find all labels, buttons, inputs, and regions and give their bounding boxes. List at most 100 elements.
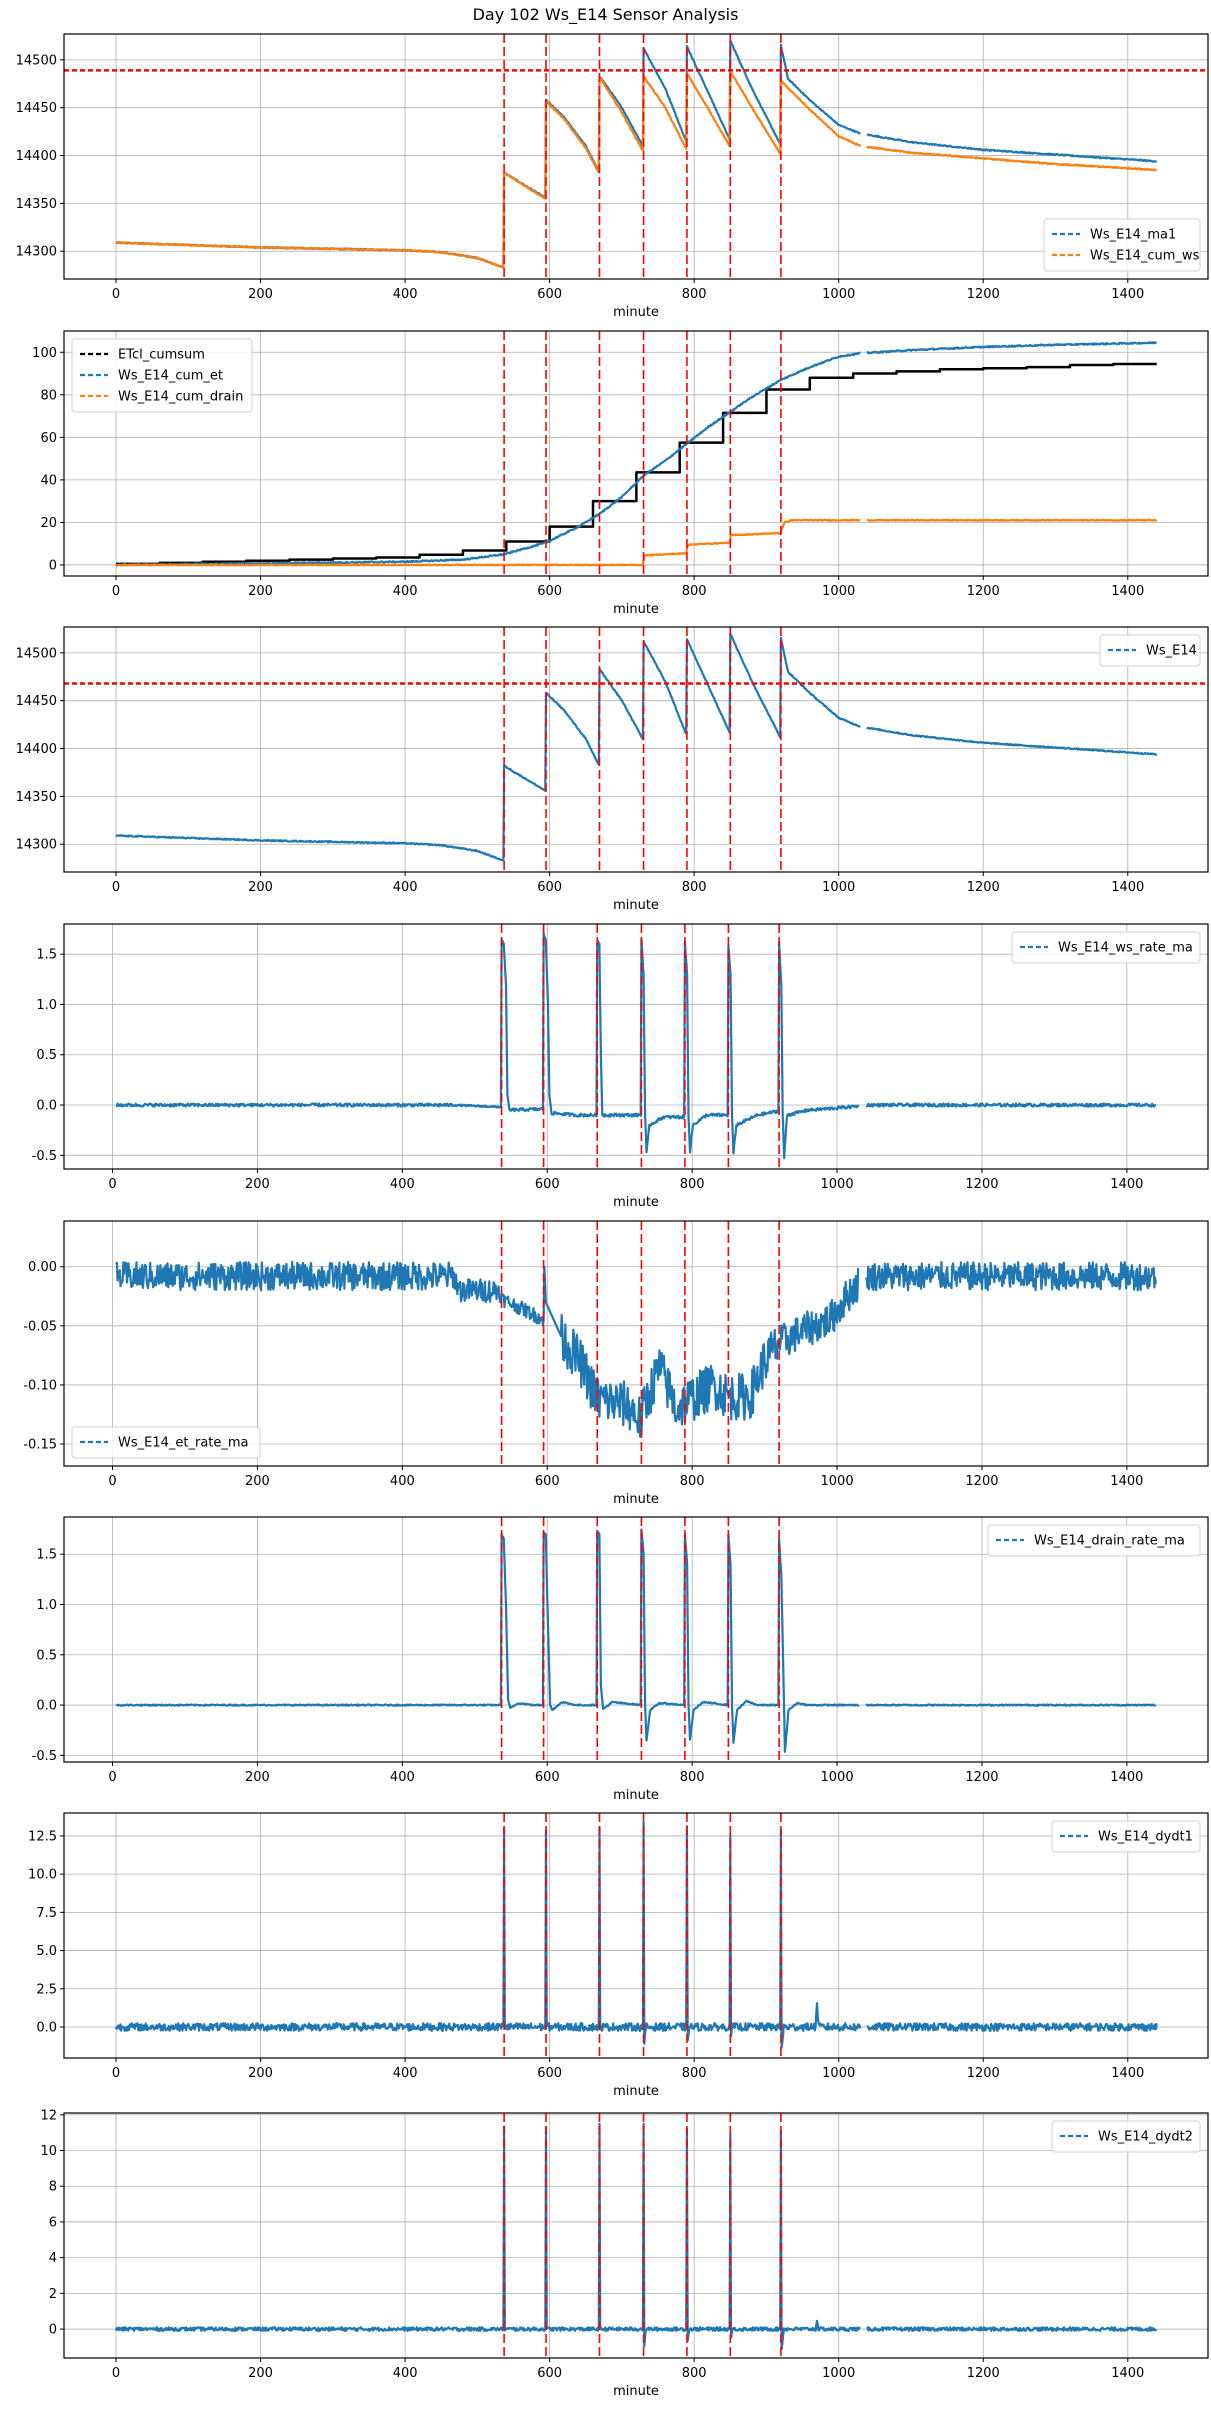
x-tick-label: 600 (537, 584, 562, 599)
y-tick-label: 0.00 (28, 1260, 57, 1275)
x-tick-label: 800 (682, 287, 707, 302)
y-tick-label: 0.5 (36, 1048, 57, 1063)
plot-area (114, 2113, 1158, 2358)
x-tick-label: 0 (108, 1770, 116, 1785)
series-line-Ws_E14_ma1 (115, 39, 1158, 269)
axes-frame (63, 2112, 1209, 2359)
series-line-Ws_E14_cum_drain (115, 518, 1158, 567)
plot-area (64, 627, 1208, 872)
legend-label: Ws_E14_dydt2 (1098, 2130, 1193, 2145)
legend-label: Ws_E14_ma1 (1090, 228, 1176, 243)
series-line-Ws_E14_dydt1 (115, 1821, 1158, 2049)
figure-title: Day 102 Ws_E14 Sensor Analysis (472, 5, 739, 24)
legend-label: Ws_E14_cum_et (118, 369, 223, 384)
y-tick-label: 12.5 (28, 1829, 57, 1844)
x-tick-label: 800 (680, 1474, 705, 1489)
subplot-6: 0 200 400 600 800 1000 1200 1400 -0.5 0.0 0.5 1.0 1.… (32, 1516, 1209, 1803)
axes-frame (63, 330, 1209, 577)
series-line-Ws_E14_drain_rate_ma (115, 1528, 1157, 1753)
y-tick-label: -0.5 (32, 1149, 57, 1164)
grid (64, 2113, 1208, 2358)
series-line-Ws_E14_cum_et (115, 341, 1158, 567)
plot-area (115, 1517, 1157, 1762)
x-tick-label: 0 (108, 1177, 116, 1192)
x-tick-label: 1400 (1111, 584, 1144, 599)
x-tick-label: 1000 (821, 1474, 854, 1489)
y-tick-label: 14400 (16, 149, 57, 164)
y-tick-label: 14450 (16, 694, 57, 709)
x-tick-label: 200 (245, 1474, 270, 1489)
y-tick-label: 0.0 (36, 1099, 57, 1114)
y-tick-label: 0 (49, 2323, 57, 2338)
x-tick-label: 600 (535, 1770, 560, 1785)
x-tick-label: 0 (112, 584, 120, 599)
y-tick-label: 14500 (16, 646, 57, 661)
y-tick-label: 10 (40, 2144, 57, 2159)
x-tick-label: 800 (682, 880, 707, 895)
plot-area (115, 924, 1157, 1169)
series-line-Ws_E14_cum_ws (115, 70, 1158, 269)
x-tick-label: 1200 (967, 584, 1000, 599)
x-tick-label: 1200 (967, 287, 1000, 302)
y-tick-label: 8 (49, 2180, 57, 2195)
subplot-8: 0 200 400 600 800 1000 1200 1400 0 2 4 6 8 10 12 minute… (40, 2108, 1209, 2399)
x-tick-label: 200 (248, 2066, 273, 2081)
x-axis-label: minute (613, 1492, 659, 1507)
y-tick-label: 0.0 (36, 2020, 57, 2035)
plot-area (115, 1221, 1157, 1466)
legend-box (1099, 634, 1201, 667)
subplot-1: 0 200 400 600 800 1000 1200 1400 14300 14350 14400… (16, 33, 1209, 320)
y-tick-label: 0 (49, 558, 57, 573)
x-tick-label: 1000 (822, 584, 855, 599)
series-line-Ws_E14_ws_rate_ma (115, 931, 1157, 1160)
y-tick-label: 14500 (16, 53, 57, 68)
x-tick-label: 1000 (822, 287, 855, 302)
grid (64, 627, 1208, 872)
x-tick-label: 0 (112, 2066, 120, 2081)
x-tick-label: 400 (393, 2066, 418, 2081)
x-tick-label: 400 (390, 1474, 415, 1489)
legend-label: Ws_E14_dydt1 (1098, 1830, 1193, 1845)
x-tick-label: 1400 (1111, 287, 1144, 302)
series-line-Ws_E14 (115, 632, 1158, 862)
x-tick-label: 1400 (1110, 1474, 1143, 1489)
x-axis-label: minute (613, 898, 659, 913)
y-tick-label: -0.5 (32, 1749, 57, 1764)
subplot-5: 0 200 400 600 800 1000 1200 1400 -0.15 -0.10 -0.05… (23, 1220, 1209, 1507)
y-tick-label: 5.0 (36, 1944, 57, 1959)
x-axis-label: minute (613, 2384, 659, 2399)
axes-frame (63, 33, 1209, 280)
x-tick-label: 800 (682, 2366, 707, 2381)
y-tick-label: 2.5 (36, 1982, 57, 1997)
plot-area (115, 331, 1158, 576)
axes-frame (63, 1516, 1209, 1763)
legend: Ws_E14_drain_rate_ma (987, 1524, 1201, 1557)
y-tick-label: 14300 (16, 245, 57, 260)
y-tick-label: 1.5 (36, 1548, 57, 1563)
x-tick-label: 1000 (821, 1770, 854, 1785)
legend-box (1043, 218, 1201, 272)
y-tick-label: -0.10 (23, 1378, 57, 1393)
x-tick-label: 600 (537, 287, 562, 302)
axes-frame (63, 923, 1209, 1170)
x-tick-label: 0 (112, 880, 120, 895)
x-tick-label: 1000 (822, 880, 855, 895)
y-tick-label: -0.15 (23, 1438, 57, 1453)
y-tick-label: 7.5 (36, 1906, 57, 1921)
grid (64, 1813, 1208, 2058)
x-axis-label: minute (613, 2084, 659, 2099)
grid (64, 34, 1208, 279)
legend-box (1051, 1820, 1201, 1853)
legend-label: Ws_E14_ws_rate_ma (1058, 941, 1193, 956)
y-tick-label: 100 (32, 346, 57, 361)
axes-frame (63, 1220, 1209, 1467)
x-tick-label: 200 (248, 880, 273, 895)
y-tick-label: -0.05 (23, 1319, 57, 1334)
x-tick-label: 1000 (821, 1177, 854, 1192)
x-tick-label: 200 (248, 287, 273, 302)
x-tick-label: 0 (112, 2366, 120, 2381)
x-tick-label: 1400 (1111, 880, 1144, 895)
legend: Ws_E14_dydt1 (1051, 1820, 1201, 1853)
legend-box (71, 338, 253, 413)
